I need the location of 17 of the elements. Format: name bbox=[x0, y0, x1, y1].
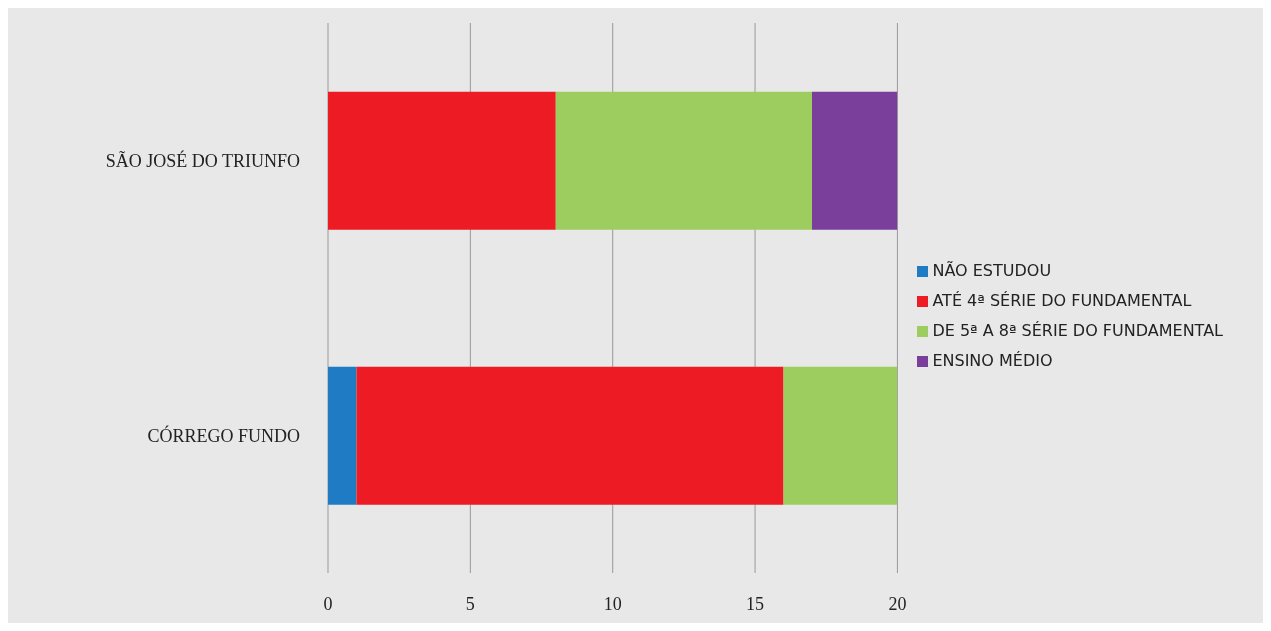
x-tick-label: 10 bbox=[603, 593, 622, 614]
legend-label: NÃO ESTUDOU bbox=[932, 260, 1052, 280]
legend-label: DE 5ª A 8ª SÉRIE DO FUNDAMENTAL bbox=[932, 320, 1223, 340]
bar bbox=[328, 366, 357, 505]
bar bbox=[328, 91, 556, 230]
legend-label: ATÉ 4ª SÉRIE DO FUNDAMENTAL bbox=[932, 290, 1192, 310]
bar bbox=[783, 366, 898, 505]
x-tick-label: 20 bbox=[888, 593, 907, 614]
legend-label: ENSINO MÉDIO bbox=[932, 350, 1053, 370]
x-tick-label: 5 bbox=[465, 593, 475, 614]
bar bbox=[812, 91, 898, 230]
y-tick-label: CÓRREGO FUNDO bbox=[147, 424, 300, 446]
bar bbox=[356, 366, 784, 505]
bar bbox=[555, 91, 812, 230]
x-tick-label: 15 bbox=[746, 593, 765, 614]
y-tick-label: SÃO JOSÉ DO TRIUNFO bbox=[105, 149, 300, 171]
x-tick-label: 0 bbox=[323, 593, 333, 614]
